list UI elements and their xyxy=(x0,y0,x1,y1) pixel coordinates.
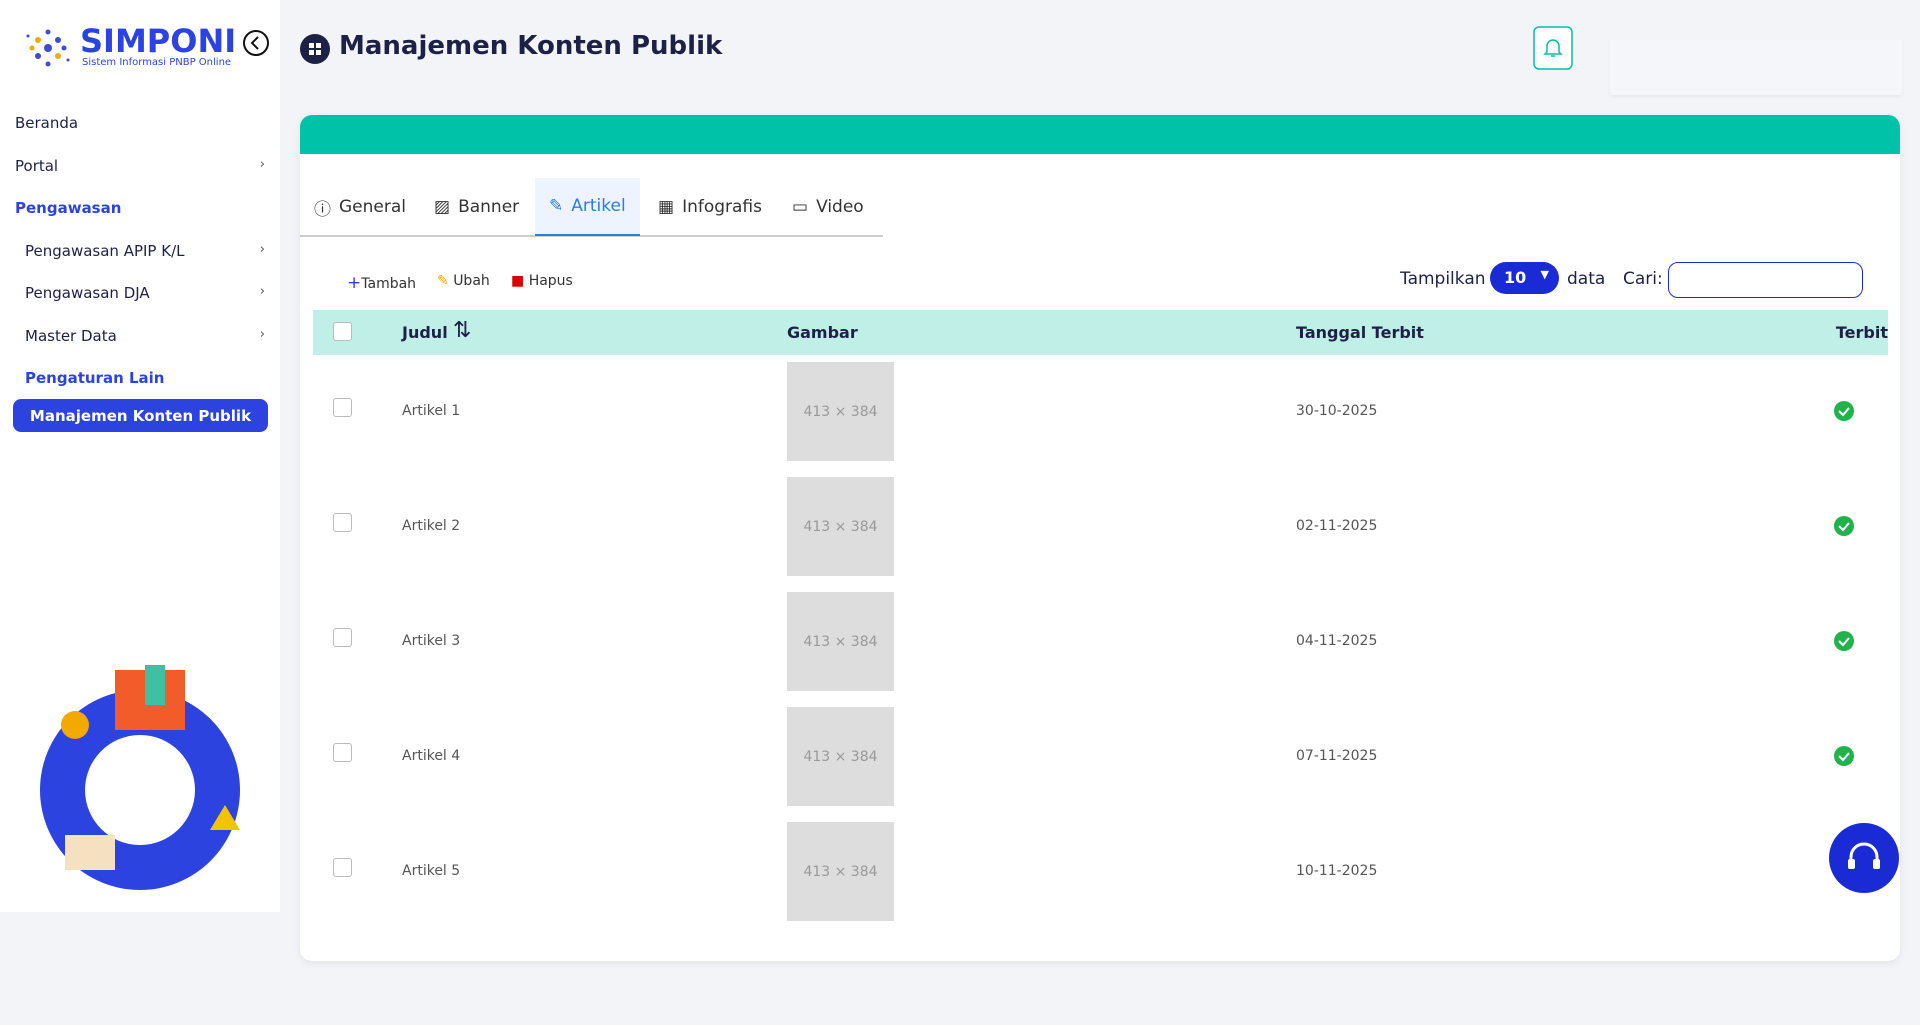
column-header: Tanggal Terbit xyxy=(1296,323,1424,342)
page-icon xyxy=(300,34,330,64)
published-icon xyxy=(1834,516,1854,536)
title-cell: Artikel 2 xyxy=(402,518,461,534)
menu-item[interactable]: Master Data xyxy=(25,327,117,345)
published-icon xyxy=(1834,631,1854,651)
unit-label: data xyxy=(1567,269,1606,289)
label: ✎ xyxy=(549,196,564,216)
user-panel xyxy=(1610,40,1902,95)
title-cell: Artikel 5 xyxy=(402,863,461,879)
menu-item[interactable]: Beranda xyxy=(15,114,79,132)
show-label: Tampilkan xyxy=(1400,269,1486,289)
row-checkbox[interactable] xyxy=(333,513,352,532)
date-cell: 07-11-2025 xyxy=(1296,748,1378,764)
title-cell: Artikel 4 xyxy=(402,748,461,764)
image-placeholder: 413 × 384 xyxy=(787,592,894,691)
published-icon xyxy=(1834,401,1854,421)
illustration xyxy=(40,665,240,890)
image-placeholder: 413 × 384 xyxy=(787,822,894,921)
chevron: › xyxy=(259,157,265,172)
image-placeholder: 413 × 384 xyxy=(787,707,894,806)
label: ▦ xyxy=(658,197,675,217)
date-cell: 02-11-2025 xyxy=(1296,518,1378,534)
label: Video xyxy=(816,197,864,217)
page-size-select[interactable]: 10 ▼ xyxy=(1490,262,1559,294)
help-button[interactable] xyxy=(1829,823,1899,893)
page-title: Manajemen Konten Publik xyxy=(339,31,723,61)
collapse-button[interactable] xyxy=(242,29,270,57)
label: ▨ xyxy=(434,197,451,217)
logo xyxy=(26,29,70,67)
column-header: Gambar xyxy=(787,323,858,342)
label: ⓘ xyxy=(314,199,331,220)
menu-item[interactable]: Pengaturan Lain xyxy=(25,369,165,387)
image-placeholder: 413 × 384 xyxy=(787,362,894,461)
delete-button[interactable]: ■ Hapus xyxy=(511,273,573,289)
content-card xyxy=(300,115,1900,961)
label: ▭ xyxy=(792,197,809,217)
column-header[interactable]: Judul xyxy=(402,323,448,342)
edit-button[interactable]: ✎ Ubah xyxy=(437,273,490,289)
table-header xyxy=(313,310,1888,355)
card-banner xyxy=(300,115,1900,154)
brand: SIMPONI xyxy=(80,22,237,60)
label: Banner xyxy=(458,197,520,217)
column-header: Terbit xyxy=(1835,323,1888,342)
date-cell: 10-11-2025 xyxy=(1296,863,1378,879)
image-placeholder: 413 × 384 xyxy=(787,477,894,576)
title-cell: Artikel 3 xyxy=(402,633,461,649)
menu-item[interactable]: Pengawasan xyxy=(15,199,122,217)
tagline: Sistem Informasi PNBP Online xyxy=(82,57,232,68)
tab[interactable]: ▦ Infografis xyxy=(644,178,776,236)
sidebar: SIMPONI Sistem Informasi PNBP Online Ber… xyxy=(0,0,280,912)
label: General xyxy=(339,197,406,217)
chevron: › xyxy=(259,284,265,299)
menu-item[interactable]: Portal xyxy=(15,157,59,175)
tab[interactable]: ⓘ General xyxy=(300,178,420,236)
date-cell: 30-10-2025 xyxy=(1296,403,1378,419)
row-checkbox[interactable] xyxy=(333,628,352,647)
menu-item[interactable]: Pengawasan DJA xyxy=(25,284,150,302)
row-checkbox[interactable] xyxy=(333,398,352,417)
tab[interactable]: ▨ Banner xyxy=(420,178,533,236)
search-label: Cari: xyxy=(1623,269,1663,289)
tab-underline xyxy=(300,235,883,237)
select-all-checkbox[interactable] xyxy=(333,322,352,341)
notification-button[interactable] xyxy=(1533,26,1573,70)
date-cell: 04-11-2025 xyxy=(1296,633,1378,649)
add-button[interactable]: +Tambah xyxy=(347,273,417,293)
menu-item-active[interactable]: Manajemen Konten Publik xyxy=(13,399,268,432)
published-icon xyxy=(1834,746,1854,766)
row-checkbox[interactable] xyxy=(333,858,352,877)
row-checkbox[interactable] xyxy=(333,743,352,762)
tab[interactable]: ▭ Video xyxy=(778,178,878,236)
menu-item[interactable]: Pengawasan APIP K/L xyxy=(25,242,185,260)
tab[interactable]: ✎ Artikel xyxy=(535,178,640,236)
title-cell: Artikel 1 xyxy=(402,403,461,419)
chevron: › xyxy=(259,242,265,257)
sort-icon[interactable]: ⇅ xyxy=(453,318,472,343)
chevron: › xyxy=(259,327,265,342)
search-input[interactable] xyxy=(1668,262,1863,298)
label: Infografis xyxy=(682,197,762,217)
label: Artikel xyxy=(571,196,626,216)
